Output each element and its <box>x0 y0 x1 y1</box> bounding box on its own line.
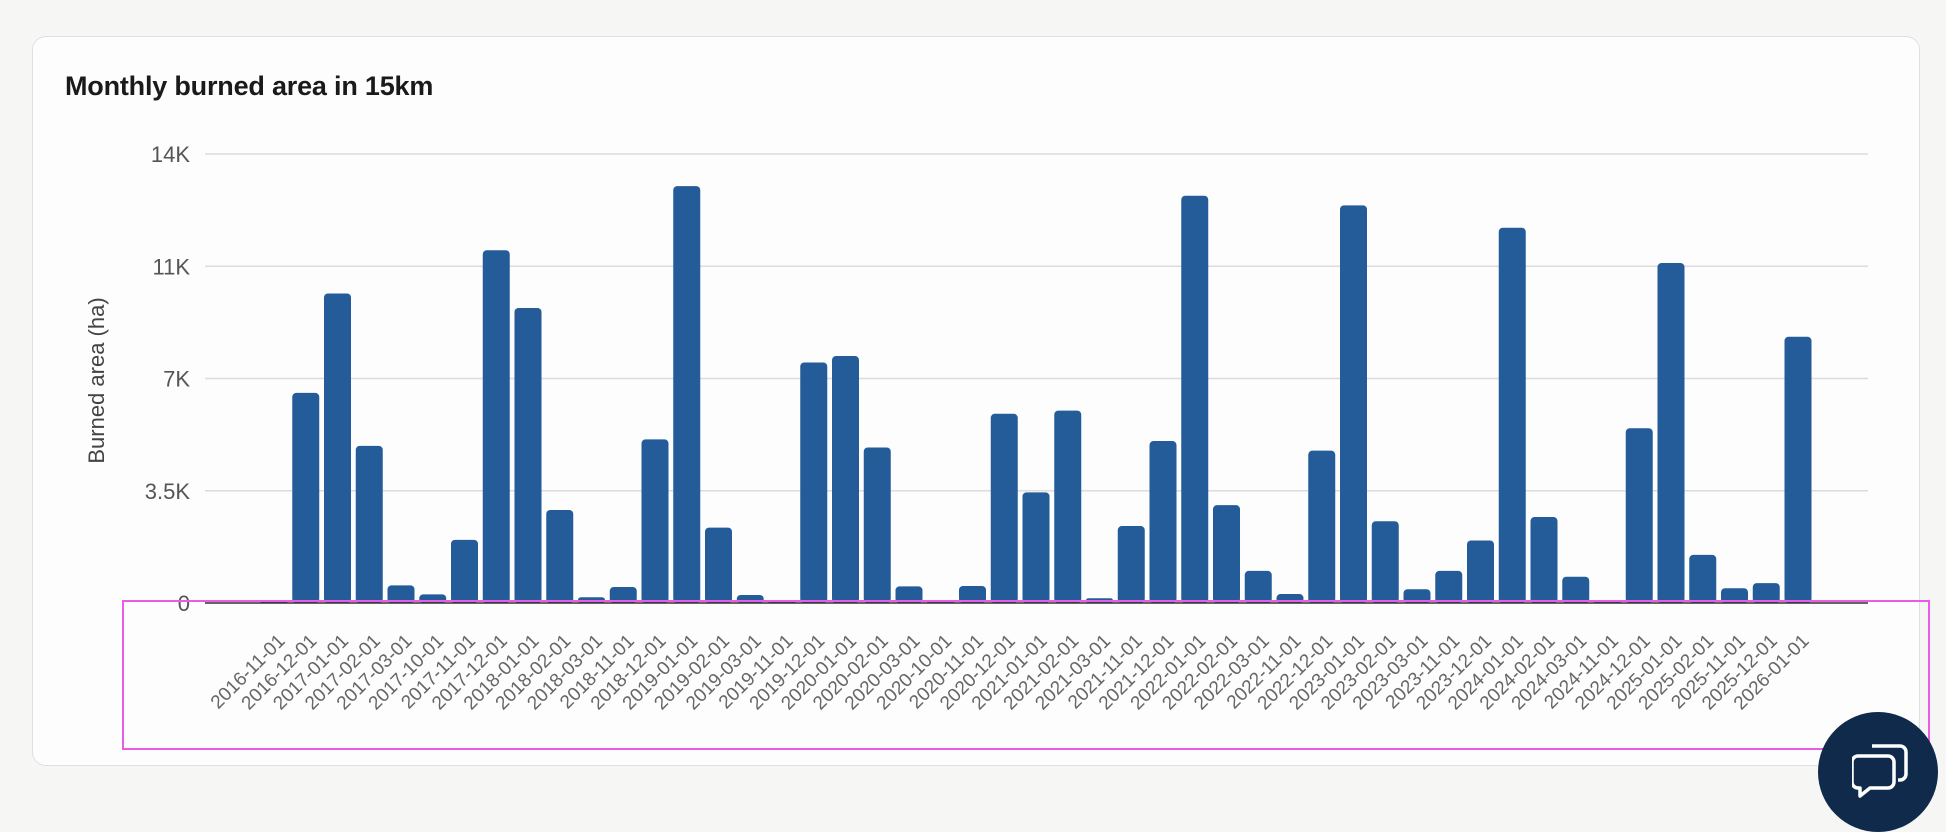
bar-2016-12-01[interactable] <box>292 392 320 603</box>
bar-2017-12-01[interactable] <box>482 250 510 603</box>
y-tick-label: 11K <box>152 254 190 279</box>
chat-button[interactable] <box>1818 712 1938 832</box>
bar-2024-12-01[interactable] <box>1625 428 1653 603</box>
bar-2018-02-01[interactable] <box>546 509 574 603</box>
bar-2024-01-01[interactable] <box>1498 227 1526 603</box>
bar-2017-02-01[interactable] <box>355 445 383 603</box>
bar-2023-02-01[interactable] <box>1371 521 1399 603</box>
y-tick-label: 3.5K <box>145 479 191 504</box>
bar-2020-12-01[interactable] <box>990 413 1018 603</box>
bar-2023-01-01[interactable] <box>1340 205 1367 604</box>
bar-2020-11-01[interactable] <box>959 586 986 603</box>
bar-2019-12-01[interactable] <box>800 362 828 603</box>
bar-2021-02-01[interactable] <box>1054 410 1082 603</box>
bar-2019-02-01[interactable] <box>705 527 732 603</box>
y-tick-label: 7K <box>163 367 190 392</box>
y-axis-title: Burned area (ha) <box>84 297 109 463</box>
bar-2021-11-01[interactable] <box>1117 526 1145 603</box>
bar-2018-11-01[interactable] <box>609 586 637 603</box>
bar-2025-11-01[interactable] <box>1721 588 1748 603</box>
bar-2023-03-01[interactable] <box>1403 589 1431 603</box>
y-tick-label: 14K <box>151 142 190 167</box>
bar-2022-01-01[interactable] <box>1181 195 1209 603</box>
bar-2017-01-01[interactable] <box>324 293 351 603</box>
bar-2017-10-01[interactable] <box>419 594 447 603</box>
bar-2021-12-01[interactable] <box>1149 441 1177 603</box>
bar-2025-02-01[interactable] <box>1689 554 1717 603</box>
chart-title: Monthly burned area in 15km <box>65 71 434 101</box>
bar-2024-02-01[interactable] <box>1530 517 1558 603</box>
bar-2018-01-01[interactable] <box>514 307 542 603</box>
bar-2022-12-01[interactable] <box>1308 450 1336 603</box>
bar-2019-01-01[interactable] <box>673 186 701 604</box>
chat-bubbles-icon <box>1852 744 1908 798</box>
bar-2026-01-01[interactable] <box>1784 336 1812 603</box>
bar-2022-11-01[interactable] <box>1276 594 1304 603</box>
bar-2021-01-01[interactable] <box>1022 492 1050 603</box>
bar-2023-12-01[interactable] <box>1467 540 1494 603</box>
bar-2024-03-01[interactable] <box>1562 576 1590 603</box>
bar-2017-11-01[interactable] <box>451 539 478 603</box>
y-tick-label: 0 <box>178 591 190 616</box>
bar-2018-12-01[interactable] <box>641 439 669 603</box>
bar-2018-03-01[interactable] <box>578 597 605 603</box>
bar-2025-01-01[interactable] <box>1657 263 1685 603</box>
bar-2017-03-01[interactable] <box>387 585 415 603</box>
bar-2020-03-01[interactable] <box>895 586 923 603</box>
bar-2022-02-01[interactable] <box>1213 505 1240 603</box>
bar-2020-02-01[interactable] <box>863 447 891 603</box>
bar-2022-03-01[interactable] <box>1244 570 1272 603</box>
bar-2023-11-01[interactable] <box>1435 570 1463 603</box>
bar-2020-01-01[interactable] <box>832 356 859 603</box>
bar-2019-03-01[interactable] <box>736 594 764 603</box>
bar-2025-12-01[interactable] <box>1752 583 1780 603</box>
